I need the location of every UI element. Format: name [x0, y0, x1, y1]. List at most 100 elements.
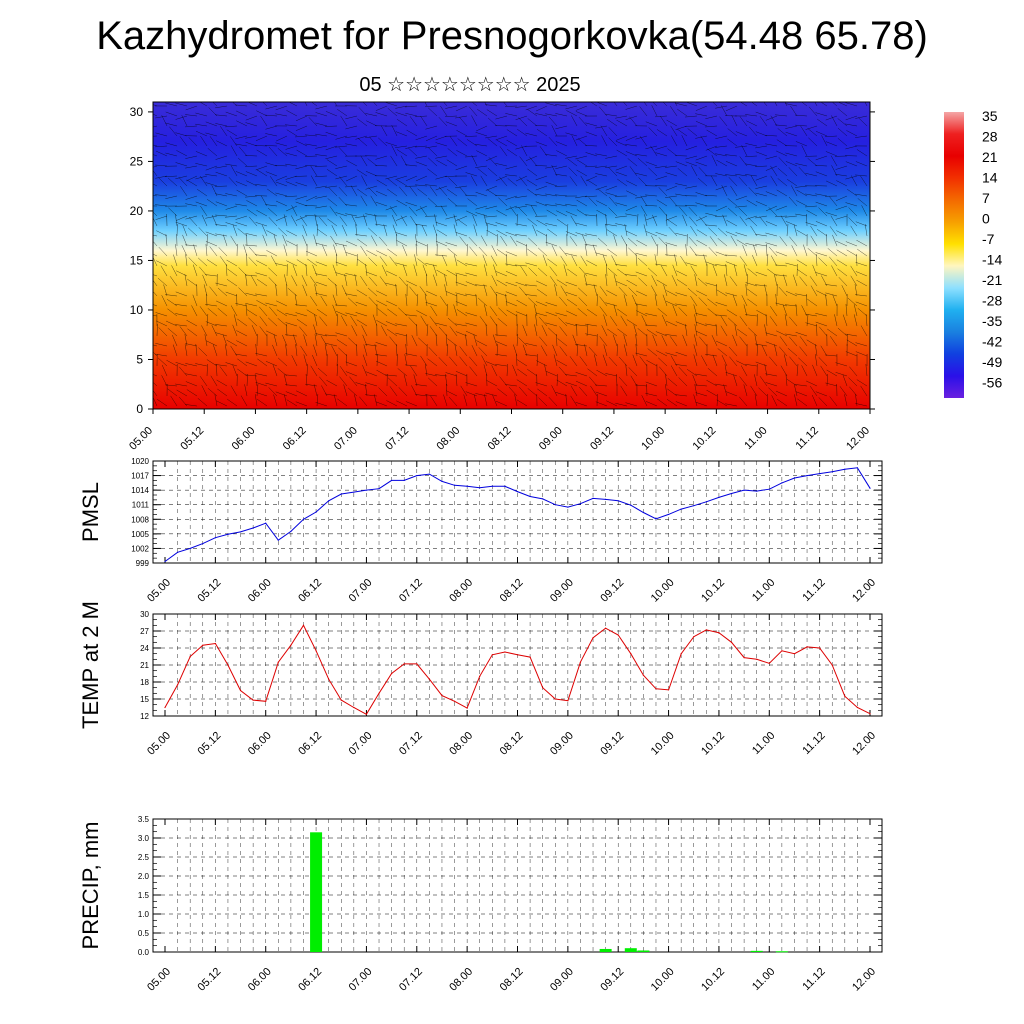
wind-barb — [460, 385, 468, 397]
wind-barb — [365, 394, 378, 397]
wind-barb — [525, 294, 538, 297]
wind-barb — [695, 202, 708, 207]
wind-barb — [732, 334, 738, 347]
wind-barb — [425, 373, 438, 377]
wind-barb — [517, 368, 528, 377]
wind-barb — [355, 312, 368, 317]
wind-barb — [785, 304, 798, 307]
wind-barb — [205, 121, 218, 127]
x-tick-label: 07.12 — [397, 577, 425, 605]
wind-barb — [373, 394, 378, 407]
wind-barb — [626, 319, 638, 327]
wind-barb — [327, 218, 338, 227]
wind-barb — [695, 373, 708, 377]
wind-barb — [693, 354, 698, 367]
wind-barb — [636, 310, 648, 317]
wind-barb — [617, 268, 628, 277]
wind-barb — [835, 215, 848, 220]
wind-barb — [805, 222, 818, 227]
wind-barb — [356, 169, 368, 177]
wind-barb — [345, 240, 358, 247]
wind-barb — [256, 149, 268, 157]
wind-barb — [647, 348, 658, 357]
wind-barb — [658, 357, 668, 367]
wind-barb — [605, 223, 618, 227]
wind-barb — [605, 192, 618, 197]
wind-barb — [578, 116, 588, 127]
wind-barb — [191, 305, 198, 317]
wind-barb — [205, 274, 218, 277]
wind-barb — [821, 135, 828, 147]
wind-barb — [775, 390, 788, 397]
wind-barb — [538, 397, 548, 407]
wind-barb — [286, 205, 298, 212]
wind-barb — [161, 375, 168, 387]
wind-barb — [805, 193, 818, 197]
temperature-data-point — [239, 689, 242, 692]
wind-barb — [825, 294, 828, 307]
wind-barb — [313, 324, 318, 337]
wind-barb — [169, 276, 178, 287]
wind-barb — [311, 102, 318, 107]
wind-barb — [847, 188, 858, 197]
wind-barb — [335, 165, 348, 169]
wind-barb — [516, 359, 528, 367]
wind-barb — [395, 323, 408, 327]
wind-barb — [815, 391, 828, 397]
wind-barb — [590, 102, 598, 107]
wind-barb — [565, 253, 578, 257]
pmsl-data-point — [252, 527, 254, 529]
wind-barb — [565, 394, 568, 407]
wind-barb — [239, 146, 248, 157]
wind-barb — [785, 215, 798, 218]
wind-barb — [455, 323, 468, 327]
wind-barb — [556, 150, 568, 157]
wind-barb — [215, 214, 228, 217]
wind-barb — [302, 224, 308, 237]
temperature-data-point — [189, 655, 191, 658]
wind-barb — [475, 205, 488, 210]
wind-barb — [428, 107, 438, 117]
wind-barb — [636, 214, 639, 227]
wind-barb — [545, 154, 558, 157]
wind-barb — [825, 115, 838, 121]
wind-barb — [655, 115, 668, 118]
wind-barb — [157, 277, 168, 287]
wind-barb — [421, 225, 428, 237]
wind-barb — [265, 133, 278, 137]
wind-barb — [715, 324, 718, 337]
wind-barb — [465, 334, 468, 347]
wind-barb — [155, 132, 168, 137]
wind-barb — [362, 334, 368, 347]
wind-barb — [575, 372, 588, 377]
wind-barb — [815, 171, 828, 177]
wind-barb — [655, 165, 668, 169]
wind-barb — [265, 171, 278, 177]
wind-barb — [745, 364, 758, 367]
wind-barb — [855, 135, 868, 138]
wind-barb — [776, 139, 788, 147]
wind-barb — [795, 114, 808, 117]
wind-barb — [355, 215, 368, 218]
wind-barb — [829, 196, 838, 207]
temperature-data-point — [819, 647, 821, 649]
wind-barb — [232, 364, 238, 377]
wind-barb — [345, 312, 358, 317]
wind-barb — [173, 254, 178, 267]
wind-barb — [605, 165, 618, 168]
wind-barb — [396, 400, 408, 407]
pmsl-data-point — [353, 491, 355, 493]
wind-barb — [491, 365, 498, 377]
wind-barb — [505, 165, 518, 170]
wind-barb — [599, 336, 608, 347]
wind-barb — [165, 320, 178, 327]
wind-barb — [470, 175, 478, 187]
wind-barb — [622, 102, 628, 107]
x-tick-label: 12.00 — [850, 577, 878, 605]
wind-barb — [153, 183, 158, 187]
temperature-data-point — [391, 672, 393, 675]
wind-barb — [415, 155, 428, 159]
wind-barb — [495, 175, 508, 181]
wind-barb — [375, 342, 388, 347]
